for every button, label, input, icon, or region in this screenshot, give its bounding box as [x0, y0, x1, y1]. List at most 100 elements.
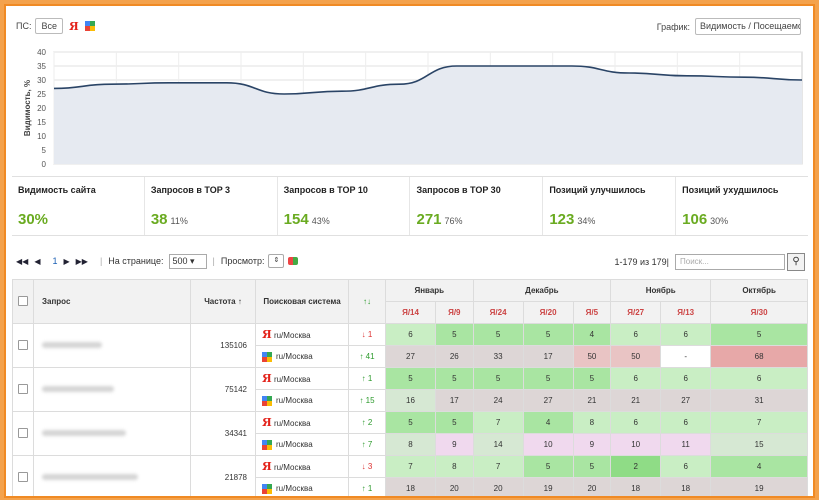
position-cell: 5 [435, 411, 474, 434]
query-cell[interactable] [33, 455, 191, 496]
metric-label: Запросов в TOP 30 [416, 185, 501, 195]
position-cell: 7 [384, 455, 437, 478]
position-cell: 20 [572, 477, 612, 496]
yandex-icon: Я [262, 416, 272, 429]
date-header[interactable]: Я/30 [710, 301, 808, 324]
change-cell: ↑ 1 [348, 477, 386, 496]
date-header[interactable]: Я/27 [610, 301, 662, 324]
ps-label: ПС: [16, 21, 32, 31]
last-page-button[interactable]: ▶▶ [75, 256, 88, 266]
position-cell: 8 [572, 411, 612, 434]
google-icon[interactable] [84, 21, 95, 31]
position-cell: 6 [660, 323, 712, 346]
metric-card: Запросов в TOP 30 271 76% [409, 177, 542, 235]
position-cell: 20 [472, 477, 524, 496]
month-header: Ноябрь [610, 279, 712, 302]
se-cell: ru/Москва [255, 433, 349, 456]
metric-label: Позиций ухудшилось [682, 185, 779, 195]
date-header[interactable]: Я/9 [435, 301, 474, 324]
position-cell: 5 [710, 323, 808, 346]
se-header[interactable]: Поисковая система [255, 279, 349, 324]
y-tick-label: 10 [37, 132, 46, 141]
row-checkbox[interactable] [18, 471, 28, 482]
table-row[interactable]: ru/Москва ↑ 1 18 20 20 19 20 18 18 19 [13, 477, 808, 496]
position-cell: 5 [435, 367, 474, 390]
position-cell: 10 [610, 433, 662, 456]
position-cell: 27 [384, 345, 437, 368]
table-search: 1-179 из 179 | Поиск... ⚲ [614, 253, 805, 271]
per-page-select[interactable]: 500 ▾ [168, 253, 207, 269]
se-cell: Я ru/Москва [255, 411, 349, 434]
query-cell[interactable] [33, 323, 191, 368]
date-header[interactable]: Я/13 [660, 301, 712, 324]
yandex-icon[interactable]: Я [68, 19, 79, 33]
query-cell[interactable] [33, 411, 191, 456]
change-header[interactable]: ↑↓ [348, 279, 386, 324]
all-engines-button[interactable]: Все [35, 18, 63, 34]
position-cell: 4 [522, 411, 574, 434]
position-cell: 24 [472, 389, 524, 412]
row-checkbox[interactable] [18, 339, 28, 350]
metric-label: Позиций улучшилось [549, 185, 646, 195]
metric-value: 271 76% [416, 211, 463, 228]
next-page-button[interactable]: ▶ [63, 256, 70, 266]
metric-value: 38 11% [150, 211, 188, 228]
position-cell: 27 [660, 389, 712, 412]
freq-cell: 75142 [190, 367, 256, 412]
position-cell: 20 [435, 477, 474, 496]
metric-label: Видимость сайта [18, 185, 96, 195]
google-icon [262, 439, 272, 450]
position-cell: 4 [710, 455, 808, 478]
date-header[interactable]: Я/20 [522, 301, 574, 324]
search-input[interactable]: Поиск... [675, 254, 785, 270]
position-cell: 21 [610, 389, 662, 412]
position-cell: 26 [435, 345, 474, 368]
query-cell[interactable] [33, 367, 191, 412]
first-page-button[interactable]: ◀◀ [16, 256, 29, 266]
positions-table: Запрос Частота ↑ Поисковая система ↑↓ Ян… [12, 279, 808, 496]
change-cell: ↓ 3 [348, 455, 386, 478]
prev-page-button[interactable]: ◀ [34, 256, 41, 266]
freq-cell: 135106 [190, 323, 256, 368]
graph-select[interactable]: Видимость / Посещаемо ▾ [695, 18, 801, 35]
color-view-icon[interactable] [288, 257, 299, 265]
position-cell: 19 [522, 477, 574, 496]
position-cell: 7 [472, 455, 524, 478]
table-row[interactable]: ru/Москва ↑ 41 27 26 33 17 50 50-68 [13, 345, 808, 368]
position-cell: 6 [610, 367, 662, 390]
metric-value: 30% [18, 211, 49, 228]
metric-card: Запросов в TOP 10 154 43% [276, 177, 410, 235]
search-icon[interactable]: ⚲ [787, 253, 805, 271]
table-row[interactable]: ru/Москва ↑ 7 8 9 14 10 9 10 11 15 [13, 433, 808, 456]
metric-label: Запросов в TOP 3 [150, 185, 231, 195]
position-cell: 7 [710, 411, 808, 434]
date-header[interactable]: Я/24 [472, 301, 524, 324]
position-cell: 16 [384, 389, 437, 412]
metric-value: 154 43% [283, 211, 330, 228]
freq-header[interactable]: Частота ↑ [190, 279, 256, 324]
position-cell: 7 [472, 411, 524, 434]
select-all-checkbox[interactable] [18, 295, 28, 306]
se-cell: Я ru/Москва [255, 367, 349, 390]
position-cell: 19 [710, 477, 808, 496]
date-header[interactable]: Я/14 [384, 301, 437, 324]
y-tick-label: 25 [37, 90, 46, 99]
page-number[interactable]: 1 [52, 256, 58, 266]
position-cell: 2 [610, 455, 662, 478]
date-header[interactable]: Я/5 [572, 301, 612, 324]
query-header[interactable]: Запрос [33, 279, 191, 324]
change-cell: ↑ 2 [348, 411, 386, 434]
y-tick-label: 0 [42, 160, 47, 169]
view-toggle-button[interactable]: ⇕ [268, 254, 285, 268]
row-checkbox[interactable] [18, 427, 28, 438]
search-engine-filter: ПС: Все Я [16, 16, 99, 36]
change-cell: ↑ 7 [348, 433, 386, 456]
position-cell: 27 [522, 389, 574, 412]
row-checkbox[interactable] [18, 383, 28, 394]
month-header: Январь [385, 279, 474, 302]
position-cell: 50 [610, 345, 662, 368]
